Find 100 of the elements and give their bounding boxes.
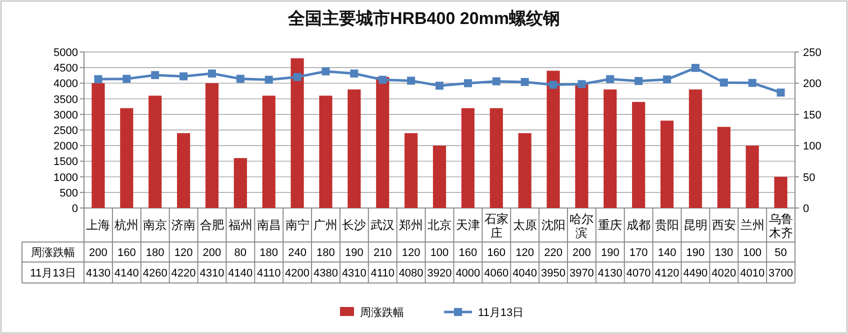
y-tick-label: 1500 <box>54 156 78 168</box>
y-tick-label: 0 <box>72 203 78 215</box>
y-tick-label: 2000 <box>54 140 78 153</box>
bar <box>632 102 646 208</box>
y-tick-label: 500 <box>60 187 78 200</box>
y-tick-label: 4000 <box>54 78 78 90</box>
data-label: 4010 <box>740 268 765 280</box>
point <box>606 75 614 84</box>
data-label: 160 <box>117 247 136 259</box>
x-tick-label: 乌鲁木齐 <box>768 212 793 240</box>
data-label: 4310 <box>342 268 366 280</box>
bar <box>148 96 162 208</box>
data-label: 190 <box>345 247 364 259</box>
data-label: 4020 <box>712 268 736 280</box>
data-label: 200 <box>202 247 222 259</box>
x-tick-label: 南京 <box>143 218 168 232</box>
bar <box>348 89 361 208</box>
data-label: 120 <box>516 247 534 259</box>
data-label: 140 <box>658 247 676 259</box>
data-label: 4110 <box>370 268 394 280</box>
point <box>350 70 358 78</box>
x-tick-label: 长沙 <box>342 218 366 232</box>
data-label: 180 <box>146 247 164 259</box>
point <box>520 78 529 86</box>
data-label: 4130 <box>86 268 110 280</box>
data-label: 4040 <box>512 268 538 280</box>
data-label: 100 <box>743 247 762 259</box>
data-label: 4130 <box>598 268 622 280</box>
x-tick-label: 重庆 <box>598 218 622 232</box>
data-label: 4260 <box>142 268 168 280</box>
y2-tick-label: 100 <box>803 140 822 153</box>
x-tick-label: 福州 <box>228 218 252 232</box>
data-label: 130 <box>714 247 734 259</box>
x-tick-label: 沈阳 <box>541 218 566 232</box>
x-tick-label: 济南 <box>172 218 196 232</box>
chart-title: 全国主要城市HRB400 20mm螺纹钢 <box>286 9 560 28</box>
x-tick-label: 郑州 <box>399 218 424 232</box>
bar <box>376 76 390 208</box>
x-tick-label: 广州 <box>314 218 338 232</box>
point <box>748 78 756 87</box>
bar <box>717 126 730 208</box>
x-tick-label: 天津 <box>456 218 480 232</box>
bar <box>319 96 332 208</box>
y2-tick-label: 0 <box>803 203 810 215</box>
x-tick-label: 贵阳 <box>655 218 680 232</box>
point <box>94 75 102 84</box>
point <box>464 79 472 88</box>
y-tick-label: 3500 <box>54 94 78 106</box>
x-tick-label: 兰州 <box>740 218 764 232</box>
x-tick-label: 合肥 <box>200 218 224 232</box>
y-tick-label: 1000 <box>54 172 78 184</box>
data-label: 200 <box>89 247 108 259</box>
bar <box>774 176 788 208</box>
point <box>236 74 244 83</box>
y2-tick-label: 250 <box>803 47 822 59</box>
bar <box>177 133 190 208</box>
point <box>407 76 416 85</box>
point <box>776 88 785 97</box>
point <box>122 74 131 83</box>
point <box>264 76 273 84</box>
bar <box>290 58 304 208</box>
data-label: 190 <box>686 247 705 259</box>
data-label: 4140 <box>114 268 139 280</box>
point <box>578 80 586 88</box>
data-label: 4060 <box>484 268 509 280</box>
data-label: 4200 <box>285 268 310 280</box>
data-label: 4000 <box>456 268 480 280</box>
y2-tick-label: 50 <box>803 172 816 184</box>
point <box>208 70 216 78</box>
point <box>378 76 387 84</box>
x-tick-label: 成都 <box>626 218 651 232</box>
data-label: 220 <box>544 247 562 259</box>
data-label: 4080 <box>398 268 424 280</box>
data-label: 120 <box>174 247 193 259</box>
y-tick-label: 3000 <box>54 109 78 122</box>
bar <box>234 158 247 208</box>
data-label: 4220 <box>171 268 196 280</box>
bar <box>205 83 219 208</box>
x-tick-label: 西安 <box>712 218 736 232</box>
point <box>634 77 643 86</box>
bar <box>404 133 418 208</box>
bar <box>518 133 532 208</box>
bar <box>262 96 276 208</box>
point <box>663 75 672 84</box>
point <box>492 77 500 86</box>
point <box>549 80 558 89</box>
x-tick-label: 昆明 <box>683 218 708 232</box>
point <box>151 71 160 80</box>
x-tick-label: 上海 <box>86 218 110 232</box>
point <box>720 78 728 87</box>
data-label: 80 <box>234 247 247 259</box>
point <box>293 72 302 81</box>
y-tick-label: 4500 <box>54 62 78 75</box>
data-label: 50 <box>774 247 787 259</box>
data-label: 4490 <box>683 268 708 280</box>
bar <box>660 120 674 208</box>
bar <box>688 89 702 208</box>
data-label: 4380 <box>314 268 338 280</box>
legend-label: 11月13日 <box>478 307 524 319</box>
legend-label: 周涨跌幅 <box>360 307 404 319</box>
